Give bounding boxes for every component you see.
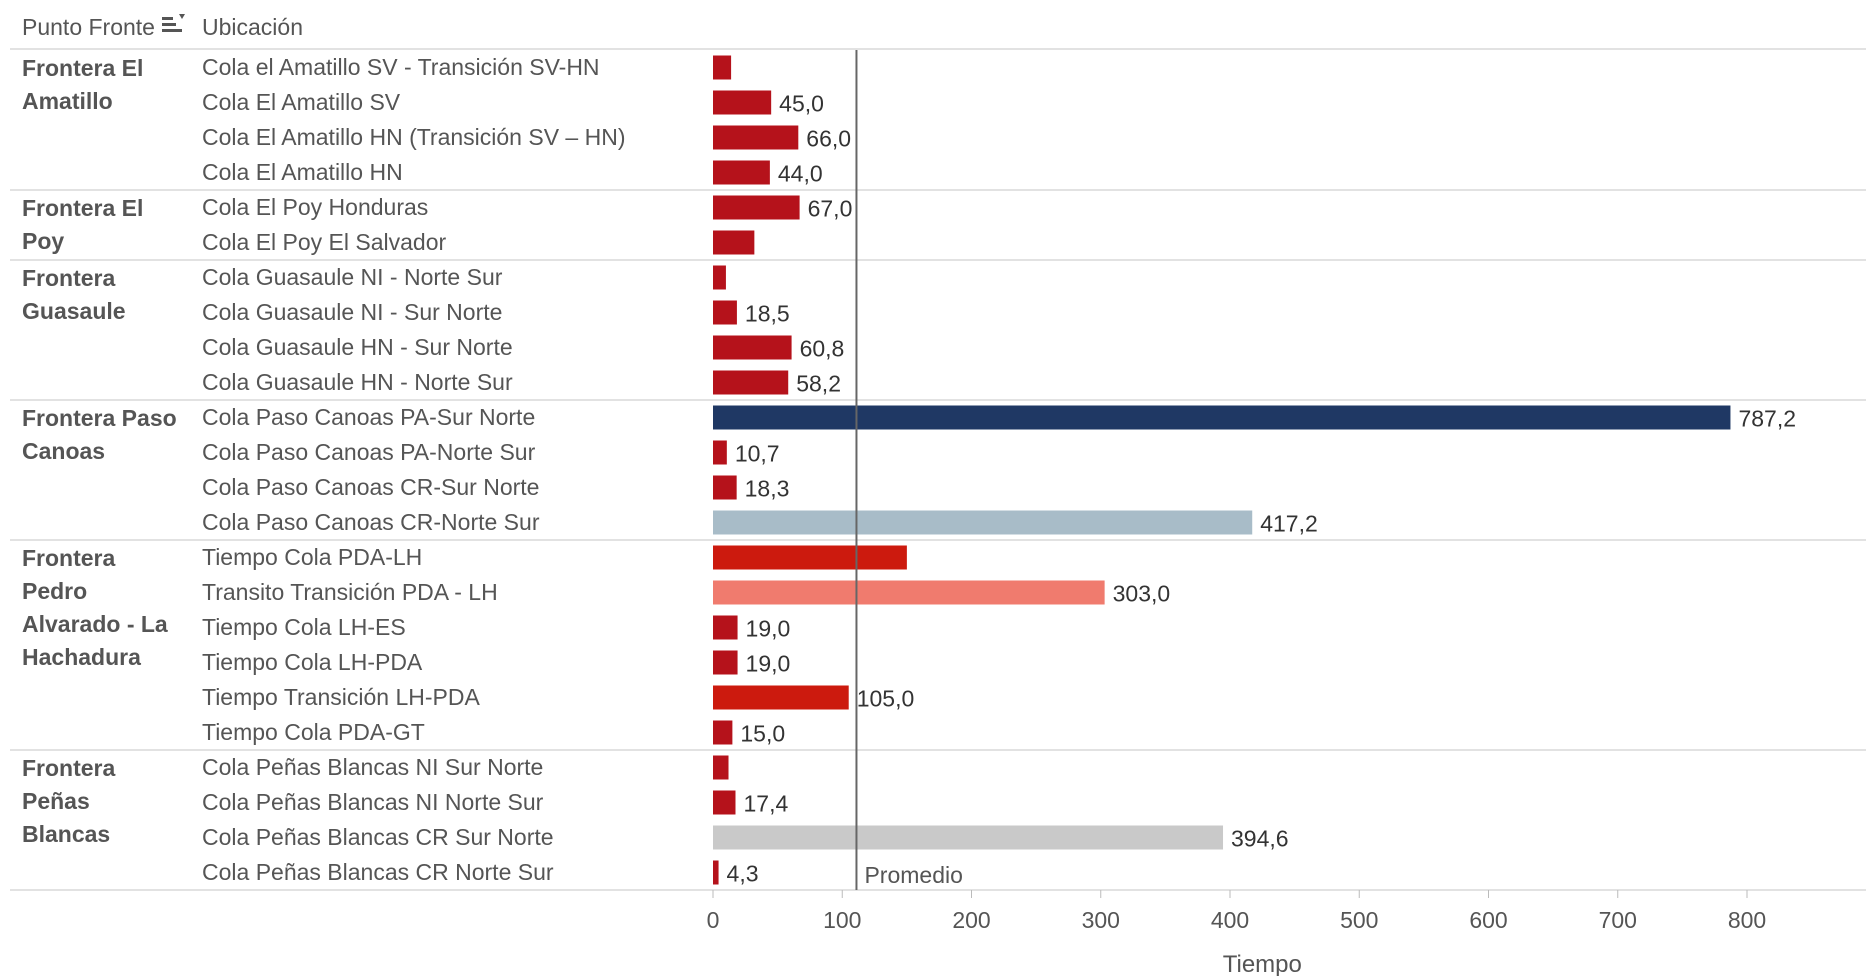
bar	[713, 90, 772, 115]
group-column-header[interactable]: Punto Fronte	[22, 14, 155, 40]
group-label: Frontera El Amatillo	[22, 55, 144, 114]
data-label: 19,0	[746, 651, 791, 677]
category-label: Cola Paso Canoas CR-Norte Sur	[202, 509, 540, 535]
data-label: 787,2	[1738, 406, 1796, 432]
group-label: Frontera Paso Canoas	[22, 405, 177, 464]
category-label: Cola El Amatillo HN (Transición SV – HN)	[202, 124, 626, 150]
bar	[713, 825, 1224, 850]
data-label: 303,0	[1113, 581, 1171, 607]
bar	[713, 370, 789, 395]
data-label: 58,2	[796, 371, 841, 397]
category-label: Cola Guasaule NI - Norte Sur	[202, 264, 503, 290]
bar	[713, 195, 800, 220]
category-label: Cola Peñas Blancas CR Norte Sur	[202, 859, 554, 885]
group-label: Frontera Guasaule	[22, 265, 126, 324]
bar	[713, 790, 736, 815]
bar	[713, 475, 737, 500]
category-label: Cola El Amatillo HN	[202, 159, 403, 185]
category-label: Tiempo Cola PDA-LH	[202, 544, 423, 570]
bar	[713, 510, 1253, 535]
data-label: 4,3	[727, 861, 759, 887]
group-label: Frontera Pedro Alvarado - La Hachadura	[22, 545, 168, 670]
x-axis-title: Tiempo	[1223, 951, 1302, 976]
bar	[713, 160, 770, 185]
x-tick-label: 500	[1340, 907, 1378, 933]
x-tick-label: 100	[823, 907, 861, 933]
category-label: Cola El Poy El Salvador	[202, 229, 447, 255]
data-label: 17,4	[743, 791, 788, 817]
x-tick-label: 600	[1469, 907, 1507, 933]
category-label: Tiempo Transición LH-PDA	[202, 684, 480, 710]
data-label: 44,0	[778, 161, 823, 187]
data-label: 417,2	[1260, 511, 1318, 537]
x-tick-label: 400	[1211, 907, 1249, 933]
reference-line-label: Promedio	[864, 862, 962, 888]
x-tick-label: 200	[952, 907, 990, 933]
bar	[713, 300, 737, 325]
data-label: 19,0	[746, 616, 791, 642]
bar	[713, 720, 733, 745]
data-label: 45,0	[779, 91, 824, 117]
group-label: Frontera Peñas Blancas	[22, 755, 116, 847]
bar	[713, 55, 732, 80]
bar	[713, 405, 1731, 430]
data-label: 15,0	[740, 721, 785, 747]
data-label: 394,6	[1231, 826, 1289, 852]
sort-descending-icon[interactable]	[162, 14, 186, 34]
chart-header: Punto Fronte Ubicación	[0, 0, 1866, 50]
bar	[713, 335, 792, 360]
bar	[713, 755, 729, 780]
group-label: Frontera El Poy	[22, 195, 144, 254]
data-label: 10,7	[735, 441, 780, 467]
category-label: Cola Paso Canoas CR-Sur Norte	[202, 474, 540, 500]
category-label: Cola Guasaule NI - Sur Norte	[202, 299, 503, 325]
x-tick-label: 300	[1082, 907, 1120, 933]
x-tick-label: 700	[1599, 907, 1637, 933]
category-label: Tiempo Cola PDA-GT	[202, 719, 425, 745]
data-label: 105,0	[857, 686, 915, 712]
category-label: Cola Paso Canoas PA-Norte Sur	[202, 439, 536, 465]
bar	[713, 440, 727, 465]
category-label: Cola El Amatillo SV	[202, 89, 401, 115]
bar	[713, 265, 726, 290]
category-label: Tiempo Cola LH-PDA	[202, 649, 423, 675]
category-label: Transito Transición PDA - LH	[202, 579, 498, 605]
bar	[713, 650, 738, 675]
bar	[713, 230, 755, 255]
data-label: 67,0	[808, 196, 853, 222]
data-label: 60,8	[800, 336, 845, 362]
bar	[713, 580, 1105, 605]
bar	[713, 545, 907, 570]
category-label: Cola Paso Canoas PA-Sur Norte	[202, 404, 536, 430]
bar	[713, 685, 849, 710]
x-tick-label: 0	[707, 907, 720, 933]
category-label: Cola Peñas Blancas NI Sur Norte	[202, 754, 544, 780]
bar	[713, 125, 799, 150]
data-label: 18,5	[745, 301, 790, 327]
row-column-header[interactable]: Ubicación	[202, 14, 303, 40]
category-label: Cola Peñas Blancas NI Norte Sur	[202, 789, 544, 815]
category-label: Cola El Poy Honduras	[202, 194, 429, 220]
category-label: Cola Guasaule HN - Sur Norte	[202, 334, 513, 360]
bar	[713, 615, 738, 640]
category-label: Cola Peñas Blancas CR Sur Norte	[202, 824, 554, 850]
data-label: 66,0	[806, 126, 851, 152]
category-label: Tiempo Cola LH-ES	[202, 614, 406, 640]
category-label: Cola Guasaule HN - Norte Sur	[202, 369, 513, 395]
category-label: Cola el Amatillo SV - Transición SV-HN	[202, 54, 600, 80]
x-tick-label: 800	[1728, 907, 1766, 933]
bar	[713, 860, 719, 885]
data-label: 18,3	[745, 476, 790, 502]
